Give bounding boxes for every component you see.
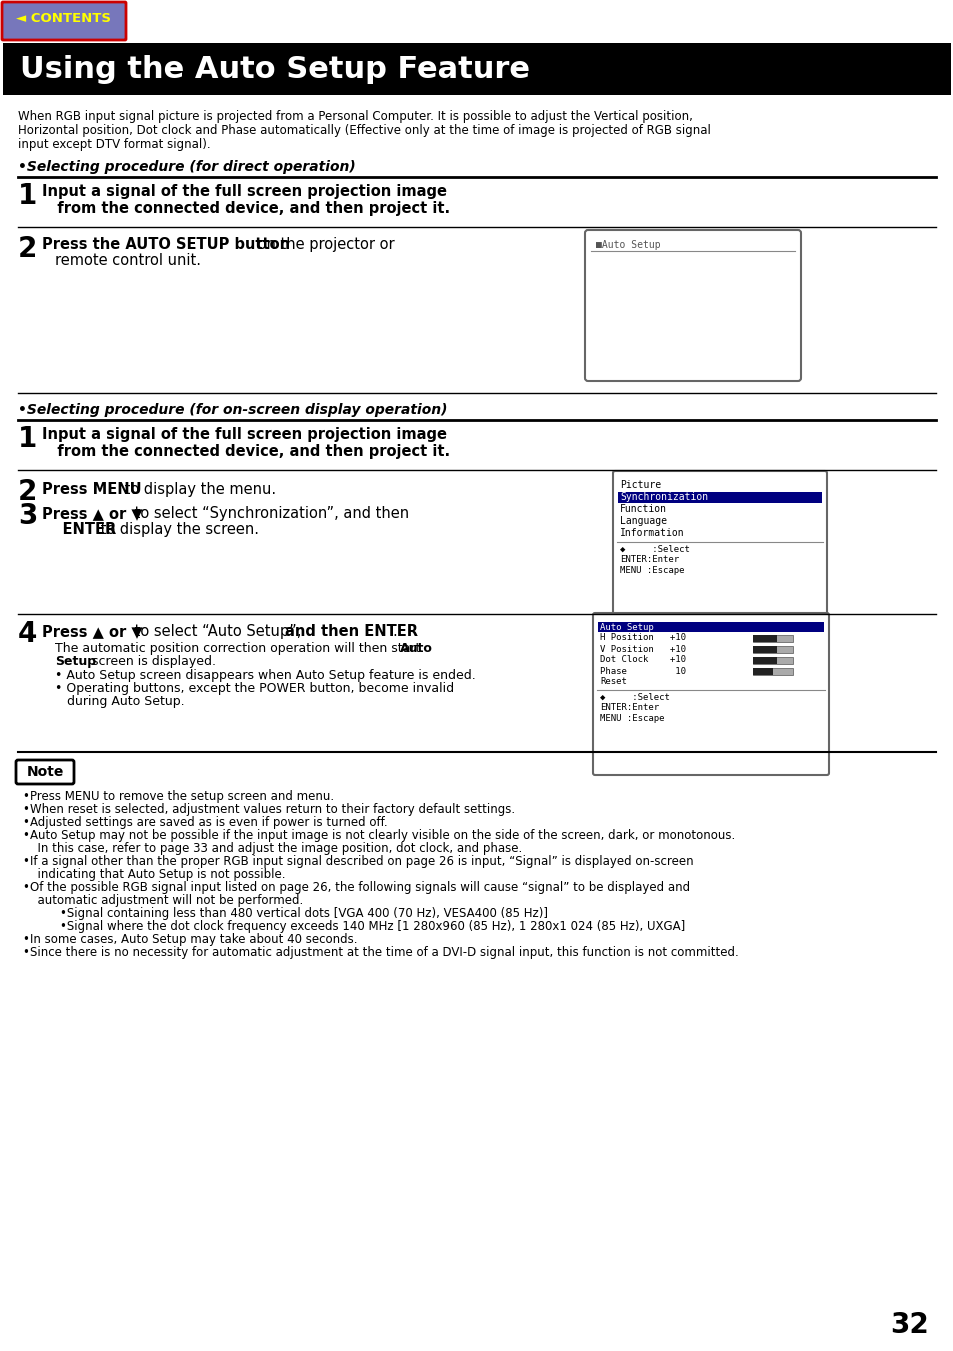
Text: 1: 1 (18, 426, 37, 453)
Text: When reset is selected, adjustment values return to their factory default settin: When reset is selected, adjustment value… (30, 802, 515, 816)
Bar (752, 657, 776, 663)
Text: •Signal containing less than 480 vertical dots [VGA 400 (70 Hz), VESA400 (85 Hz): •Signal containing less than 480 vertica… (30, 907, 547, 920)
Bar (618, 492, 821, 503)
Text: Press MENU to remove the setup screen and menu.: Press MENU to remove the setup screen an… (30, 790, 334, 802)
Text: •Selecting procedure (for direct operation): •Selecting procedure (for direct operati… (18, 159, 355, 174)
Text: automatic adjustment will not be performed.: automatic adjustment will not be perform… (30, 894, 303, 907)
Text: Since there is no necessity for automatic adjustment at the time of a DVI-D sign: Since there is no necessity for automati… (30, 946, 738, 959)
Text: Language: Language (619, 516, 666, 527)
Text: •: • (22, 881, 29, 894)
Text: Horizontal position, Dot clock and Phase automatically (Effective only at the ti: Horizontal position, Dot clock and Phase… (18, 124, 710, 136)
Text: Auto: Auto (399, 642, 433, 655)
Text: If a signal other than the proper RGB input signal described on page 26 is input: If a signal other than the proper RGB in… (30, 855, 693, 867)
Text: Press MENU: Press MENU (42, 482, 141, 497)
Text: to display the screen.: to display the screen. (96, 521, 258, 536)
Text: Dot Clock    +10: Dot Clock +10 (599, 655, 685, 665)
Text: Synchronization: Synchronization (619, 493, 707, 503)
Text: screen is displayed.: screen is displayed. (88, 655, 215, 667)
Text: indicating that Auto Setup is not possible.: indicating that Auto Setup is not possib… (30, 867, 285, 881)
Text: Press ▲ or ▼: Press ▲ or ▼ (42, 507, 143, 521)
Bar (752, 635, 776, 642)
Text: •: • (22, 830, 29, 842)
FancyBboxPatch shape (2, 1, 126, 41)
Text: •: • (22, 855, 29, 867)
Text: Using the Auto Setup Feature: Using the Auto Setup Feature (20, 54, 530, 84)
Text: 2: 2 (18, 478, 37, 507)
Text: Information: Information (619, 528, 684, 539)
Text: Press ▲ or ▼: Press ▲ or ▼ (42, 624, 143, 639)
Bar (752, 667, 792, 676)
Bar (752, 646, 792, 653)
Text: during Auto Setup.: during Auto Setup. (67, 694, 185, 708)
Text: 3: 3 (18, 503, 37, 530)
Text: on the projector or: on the projector or (253, 236, 395, 253)
Bar (3, 43, 950, 95)
FancyBboxPatch shape (16, 761, 74, 784)
Bar (752, 667, 772, 676)
Text: •: • (22, 946, 29, 959)
Text: ENTER: ENTER (42, 521, 116, 536)
Text: remote control unit.: remote control unit. (55, 253, 201, 267)
FancyBboxPatch shape (584, 230, 801, 381)
Text: Press the AUTO SETUP button: Press the AUTO SETUP button (42, 236, 290, 253)
Bar (752, 657, 792, 663)
Text: and then ENTER: and then ENTER (285, 624, 417, 639)
Text: Adjusted settings are saved as is even if power is turned off.: Adjusted settings are saved as is even i… (30, 816, 387, 830)
Bar (598, 621, 823, 632)
Text: In some cases, Auto Setup may take about 40 seconds.: In some cases, Auto Setup may take about… (30, 934, 357, 946)
Text: •: • (22, 816, 29, 830)
Text: .: . (392, 624, 396, 639)
Text: V Position   +10: V Position +10 (599, 644, 685, 654)
Text: When RGB input signal picture is projected from a Personal Computer. It is possi: When RGB input signal picture is project… (18, 109, 692, 123)
Text: Picture: Picture (619, 481, 660, 490)
Text: Auto Setup: Auto Setup (599, 623, 653, 631)
Text: ◆     :Select
ENTER:Enter
MENU :Escape: ◆ :Select ENTER:Enter MENU :Escape (619, 544, 689, 574)
Text: 1: 1 (18, 182, 37, 209)
Text: •: • (22, 802, 29, 816)
Text: • Operating buttons, except the POWER button, become invalid: • Operating buttons, except the POWER bu… (55, 682, 454, 694)
Text: • Auto Setup screen disappears when Auto Setup feature is ended.: • Auto Setup screen disappears when Auto… (55, 669, 476, 682)
Text: 4: 4 (18, 620, 37, 648)
FancyBboxPatch shape (593, 613, 828, 775)
Text: Of the possible RGB signal input listed on page 26, the following signals will c: Of the possible RGB signal input listed … (30, 881, 689, 894)
Text: Reset: Reset (599, 677, 626, 686)
Text: ◆     :Select
ENTER:Enter
MENU :Escape: ◆ :Select ENTER:Enter MENU :Escape (599, 693, 669, 723)
FancyBboxPatch shape (613, 471, 826, 623)
Text: ◄ CONTENTS: ◄ CONTENTS (16, 12, 112, 26)
Text: 2: 2 (18, 235, 37, 263)
Text: •Signal where the dot clock frequency exceeds 140 MHz [1 280x960 (85 Hz), 1 280x: •Signal where the dot clock frequency ex… (30, 920, 684, 934)
Text: •: • (22, 934, 29, 946)
Bar (752, 635, 792, 642)
Text: 32: 32 (890, 1310, 928, 1339)
Text: In this case, refer to page 33 and adjust the image position, dot clock, and pha: In this case, refer to page 33 and adjus… (30, 842, 521, 855)
Text: to select “Synchronization”, and then: to select “Synchronization”, and then (130, 507, 409, 521)
Text: to display the menu.: to display the menu. (120, 482, 275, 497)
Text: input except DTV format signal).: input except DTV format signal). (18, 138, 211, 151)
Text: •: • (22, 790, 29, 802)
Text: Auto Setup may not be possible if the input image is not clearly visible on the : Auto Setup may not be possible if the in… (30, 830, 735, 842)
Text: Setup: Setup (55, 655, 96, 667)
Text: ■Auto Setup: ■Auto Setup (596, 240, 659, 250)
Text: •Selecting procedure (for on-screen display operation): •Selecting procedure (for on-screen disp… (18, 403, 447, 417)
Text: Input a signal of the full screen projection image
   from the connected device,: Input a signal of the full screen projec… (42, 184, 450, 216)
Text: Input a signal of the full screen projection image
   from the connected device,: Input a signal of the full screen projec… (42, 427, 450, 459)
Text: H Position   +10: H Position +10 (599, 634, 685, 643)
Bar (752, 646, 776, 653)
Text: Function: Function (619, 504, 666, 515)
Text: Phase         10: Phase 10 (599, 666, 685, 676)
Text: Note: Note (27, 765, 64, 780)
Text: to select “Auto Setup”,: to select “Auto Setup”, (130, 624, 306, 639)
Text: The automatic position correction operation will then start.: The automatic position correction operat… (55, 642, 428, 655)
